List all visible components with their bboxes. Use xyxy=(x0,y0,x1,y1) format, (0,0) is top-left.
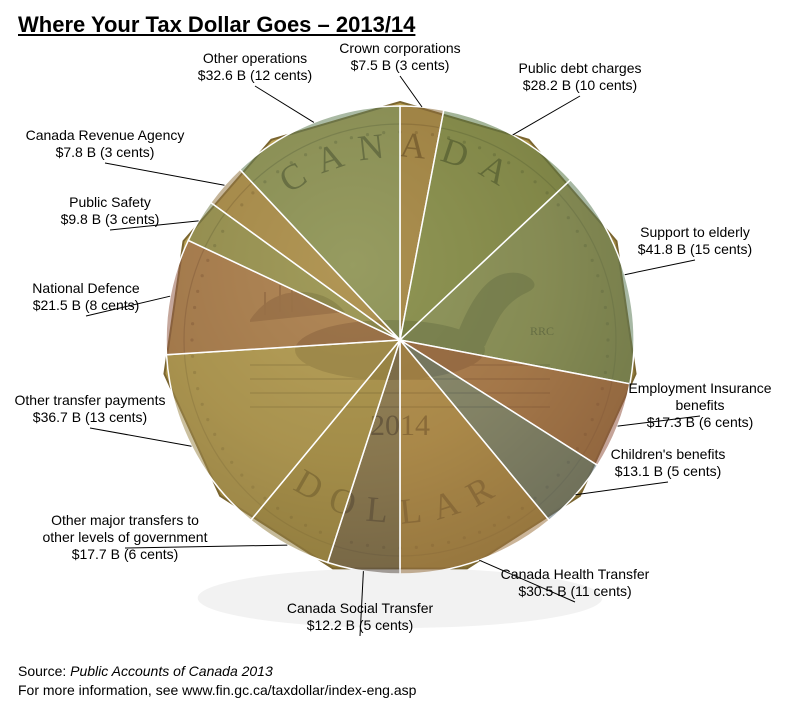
pie-slice xyxy=(400,340,630,465)
chart-svg: CANADADOLLAR2014RRCCrown corporations$7.… xyxy=(0,0,795,718)
slice-label: Children's benefits$13.1 B (5 cents) xyxy=(578,446,758,480)
slice-label: Canada Health Transfer$30.5 B (11 cents) xyxy=(485,566,665,600)
coin-initials: RRC xyxy=(530,324,554,338)
slice-label: Crown corporations$7.5 B (3 cents) xyxy=(310,40,490,74)
pie-slices xyxy=(166,106,634,574)
slice-label: Canada Social Transfer$12.2 B (5 cents) xyxy=(270,600,450,634)
pie-slice xyxy=(166,240,400,354)
pie-slice xyxy=(240,106,400,340)
slice-label: Other transfer payments$36.7 B (13 cents… xyxy=(0,392,180,426)
pie-slice xyxy=(251,340,400,563)
pie-slice xyxy=(400,340,549,574)
pie-slice xyxy=(400,180,634,384)
pie-slice xyxy=(400,110,571,340)
slice-label: Public Safety$9.8 B (3 cents) xyxy=(20,194,200,228)
labels: Crown corporations$7.5 B (3 cents)Public… xyxy=(0,40,790,680)
coin-text: CANADA xyxy=(272,124,528,200)
slice-label: Other major transfers to other levels of… xyxy=(35,512,215,562)
slice-label: National Defence$21.5 B (8 cents) xyxy=(0,280,176,314)
pie-slice xyxy=(400,106,444,340)
slice-label: Public debt charges$28.2 B (10 cents) xyxy=(490,60,670,94)
pie-chart: CANADADOLLAR2014RRCCrown corporations$7.… xyxy=(0,0,795,718)
slice-label: Canada Revenue Agency$7.8 B (3 cents) xyxy=(15,127,195,161)
slice-label: Other operations$32.6 B (12 cents) xyxy=(165,50,345,84)
coin-year: 2014 xyxy=(370,409,430,442)
more-info-text: For more information, see www.fin.gc.ca/… xyxy=(18,682,416,698)
source-prefix: Source: xyxy=(18,663,70,679)
pie-slice xyxy=(188,203,400,341)
coin-text: DOLLAR xyxy=(288,461,512,532)
pie-slice xyxy=(167,340,401,520)
leaders xyxy=(86,76,700,636)
reflection xyxy=(198,568,603,628)
pie-slice xyxy=(400,340,598,520)
coin: CANADA DOLLAR 2014 RRC xyxy=(164,102,635,568)
source-block: Source: Public Accounts of Canada 2013 F… xyxy=(18,662,416,700)
slice-label: Employment Insurance benefits$17.3 B (6 … xyxy=(610,380,790,430)
loon-icon xyxy=(250,273,550,407)
slice-label: Support to elderly$41.8 B (15 cents) xyxy=(605,224,785,258)
pie-slice xyxy=(328,340,400,574)
pie-slice xyxy=(211,169,400,340)
source-citation: Public Accounts of Canada 2013 xyxy=(70,663,273,679)
